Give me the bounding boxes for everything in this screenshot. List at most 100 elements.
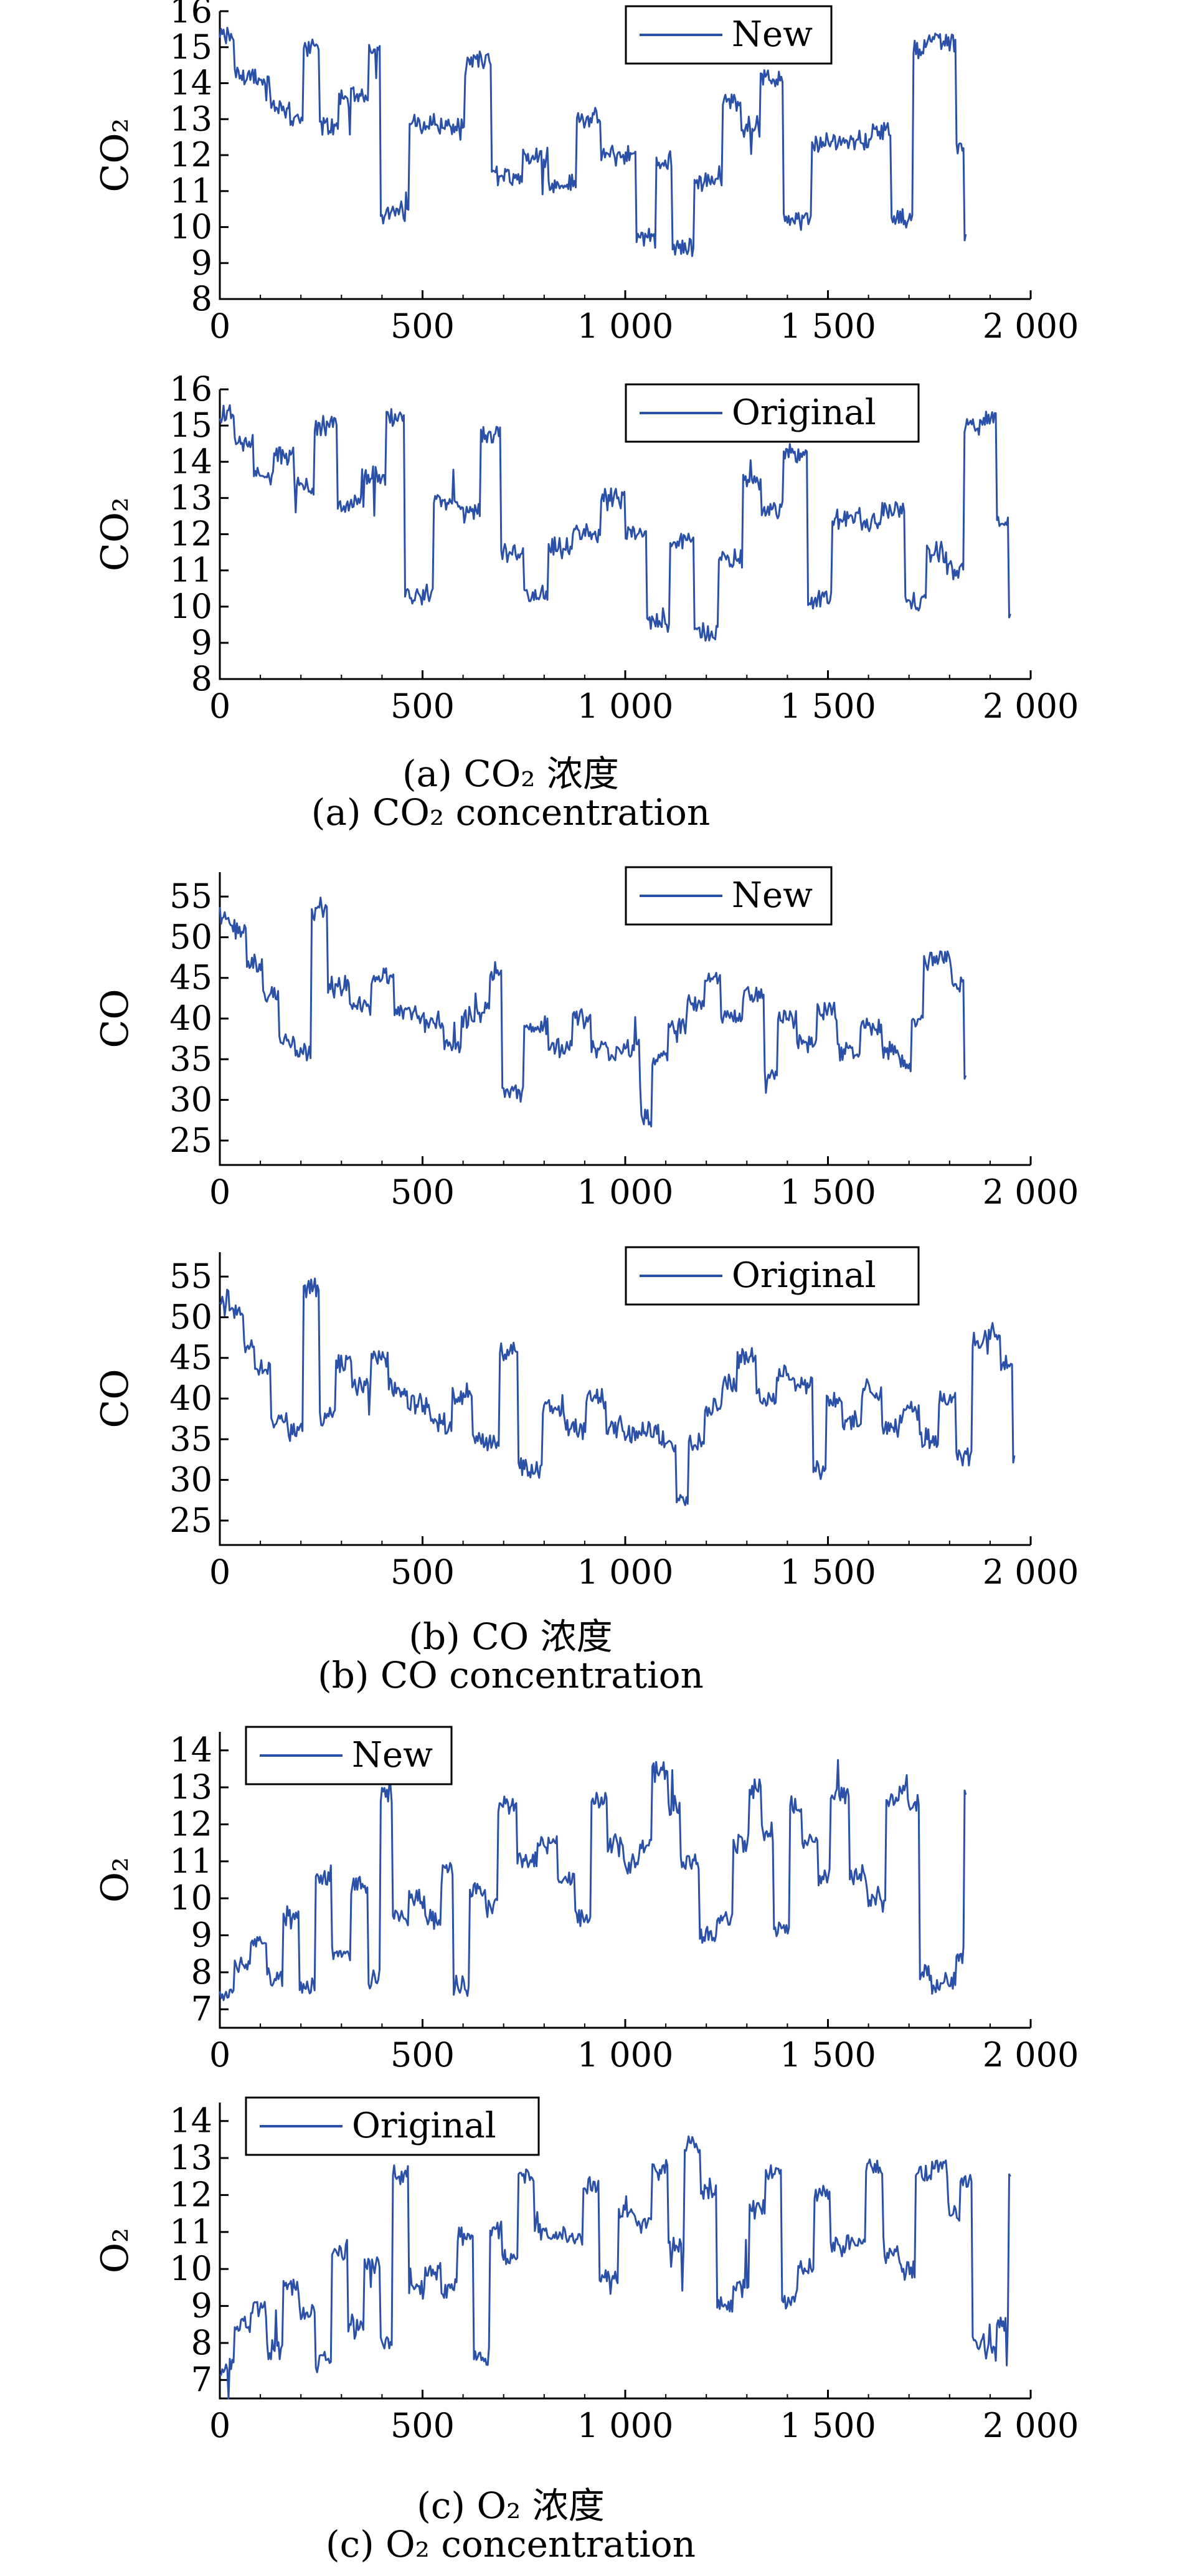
co2-original-y-tick-label: 14 <box>169 442 212 481</box>
co2-original-y-tick-label: 10 <box>169 587 212 626</box>
co-original-y-tick-label: 55 <box>169 1257 212 1296</box>
o2-original-y-tick-label: 7 <box>191 2360 212 2399</box>
o2-original-y-tick-label: 11 <box>169 2212 212 2251</box>
o2-original-y-tick-label: 9 <box>191 2286 212 2326</box>
co2-new-x-tick-label: 0 <box>209 307 230 346</box>
co2-new-y-tick-label: 11 <box>169 171 212 211</box>
o2-original-x-tick-label: 2 000 <box>983 2406 1079 2445</box>
co2-new-y-tick-label: 14 <box>169 64 212 103</box>
co2-new-y-tick-label: 15 <box>169 27 212 67</box>
o2-original-y-tick-label: 12 <box>169 2175 212 2214</box>
co2-new-x-tick-label: 500 <box>390 307 455 346</box>
co-new-series-line <box>219 896 967 1128</box>
co-new-y-tick-label: 50 <box>169 917 212 956</box>
co2-original-y-tick-label: 11 <box>169 551 212 590</box>
co2-original-y-tick-label: 13 <box>169 478 212 517</box>
co2-original-x-tick-label: 500 <box>390 687 455 726</box>
caption-c-chinese: (c) O₂ 浓度 <box>417 2484 605 2527</box>
co-new-y-tick-label: 45 <box>169 958 212 997</box>
co2-original-y-tick-label: 16 <box>169 369 212 409</box>
o2-new-y-axis-label: O₂ <box>93 1857 137 1903</box>
co2-original-legend-label: Original <box>732 392 876 433</box>
co-original-y-tick-label: 40 <box>169 1379 212 1418</box>
o2-original-y-axis-label: O₂ <box>93 2228 137 2273</box>
co2-original-y-tick-label: 15 <box>169 406 212 445</box>
co2-new-series-line <box>219 27 967 257</box>
co-original-y-tick-label: 35 <box>169 1419 212 1458</box>
co-new-x-tick-label: 1 000 <box>577 1172 674 1212</box>
co2-new-y-axis-label: CO₂ <box>93 118 137 192</box>
co2-new-y-tick-label: 8 <box>191 279 212 318</box>
caption-b-english: (b) CO concentration <box>318 1654 704 1696</box>
o2-new-x-tick-label: 2 000 <box>983 2035 1079 2075</box>
co2-new-y-tick-label: 9 <box>191 243 212 282</box>
co2-original-y-tick-label: 9 <box>191 623 212 662</box>
co-original-legend-label: Original <box>732 1255 876 1296</box>
co2-original-x-tick-label: 0 <box>209 687 230 726</box>
co2-new-x-tick-label: 1 000 <box>577 307 674 346</box>
co2-original-y-axis-label: CO₂ <box>93 497 137 571</box>
o2-new-y-tick-label: 8 <box>191 1952 212 1992</box>
co2-new-x-tick-label: 2 000 <box>983 307 1079 346</box>
caption-b-chinese: (b) CO 浓度 <box>409 1615 613 1658</box>
o2-new-x-tick-label: 0 <box>209 2035 230 2075</box>
co-new-y-tick-label: 25 <box>169 1121 212 1160</box>
caption-c-english: (c) O₂ concentration <box>325 2523 696 2565</box>
o2-original-x-tick-label: 500 <box>390 2406 455 2445</box>
o2-original-y-tick-label: 14 <box>169 2101 212 2141</box>
co-new-y-tick-label: 30 <box>169 1080 212 1119</box>
co2-original-x-tick-label: 1 500 <box>780 687 876 726</box>
o2-new-x-tick-label: 1 500 <box>780 2035 876 2075</box>
o2-original-series-line <box>219 2135 1011 2400</box>
co2-new-x-tick-label: 1 500 <box>780 307 876 346</box>
co2-original-series-line <box>219 404 1011 642</box>
co-new-x-tick-label: 0 <box>209 1172 230 1212</box>
co-original-series-line <box>219 1277 1016 1506</box>
caption-a-chinese: (a) CO₂ 浓度 <box>402 753 619 795</box>
o2-new-series-line <box>219 1759 967 2002</box>
co2-original-x-tick-label: 1 000 <box>577 687 674 726</box>
o2-original-y-tick-label: 10 <box>169 2249 212 2288</box>
co-original-y-tick-label: 50 <box>169 1297 212 1336</box>
co2-new-y-tick-label: 12 <box>169 135 212 174</box>
co-original-y-tick-label: 25 <box>169 1501 212 1540</box>
co2-original-x-tick-label: 2 000 <box>983 687 1079 726</box>
o2-new-y-tick-label: 10 <box>169 1878 212 1918</box>
co-original-x-tick-label: 1 500 <box>780 1552 876 1592</box>
co-original-y-tick-label: 45 <box>169 1338 212 1377</box>
co-new-y-tick-label: 35 <box>169 1039 212 1078</box>
co-new-x-tick-label: 1 500 <box>780 1172 876 1212</box>
co-new-y-tick-label: 55 <box>169 877 212 916</box>
caption-a-english: (a) CO₂ concentration <box>311 791 711 834</box>
o2-original-legend-label: Original <box>352 2106 496 2146</box>
co-new-legend-label: New <box>732 875 813 916</box>
co-original-y-axis-label: CO <box>93 1369 137 1428</box>
o2-original-y-tick-label: 13 <box>169 2138 212 2177</box>
co-new-y-tick-label: 40 <box>169 999 212 1038</box>
o2-original-x-tick-label: 1 000 <box>577 2406 674 2445</box>
o2-new-x-tick-label: 500 <box>390 2035 455 2075</box>
o2-new-y-tick-label: 13 <box>169 1767 212 1807</box>
co2-new-y-tick-label: 13 <box>169 99 212 138</box>
o2-original-x-tick-label: 0 <box>209 2406 230 2445</box>
co2-original-y-tick-label: 12 <box>169 515 212 554</box>
co2-original-y-tick-label: 8 <box>191 659 212 698</box>
co2-new-y-tick-label: 10 <box>169 207 212 247</box>
co2-new-y-tick-label: 16 <box>169 0 212 31</box>
co-original-y-tick-label: 30 <box>169 1460 212 1499</box>
co-original-x-tick-label: 1 000 <box>577 1552 674 1592</box>
co-original-x-tick-label: 2 000 <box>983 1552 1079 1592</box>
co-new-y-axis-label: CO <box>93 989 137 1048</box>
o2-new-legend-label: New <box>352 1735 433 1775</box>
o2-original-y-tick-label: 8 <box>191 2323 212 2362</box>
co-original-x-tick-label: 0 <box>209 1552 230 1592</box>
o2-new-y-tick-label: 11 <box>169 1842 212 1881</box>
o2-new-y-tick-label: 7 <box>191 1989 212 2028</box>
o2-new-y-tick-label: 14 <box>169 1731 212 1770</box>
o2-original-x-tick-label: 1 500 <box>780 2406 876 2445</box>
co2-new-legend-label: New <box>732 14 813 55</box>
co-new-x-tick-label: 500 <box>390 1172 455 1212</box>
o2-new-y-tick-label: 12 <box>169 1804 212 1843</box>
co-new-x-tick-label: 2 000 <box>983 1172 1079 1212</box>
